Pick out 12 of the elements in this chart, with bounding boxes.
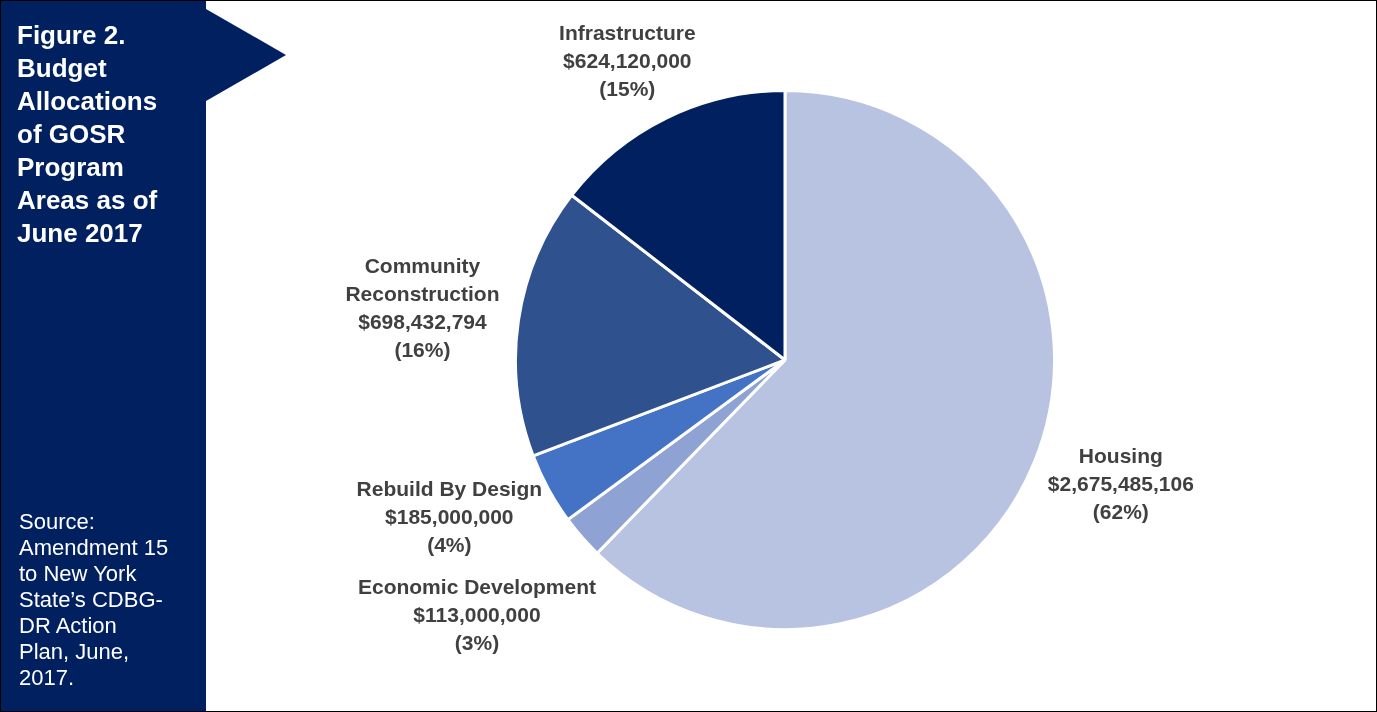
- slice-label: Economic Development: [357, 575, 597, 599]
- slice-label: Housing: [1078, 443, 1163, 467]
- data-label: $185,000,000 (4%): [385, 505, 514, 557]
- text: Figure 2. Budget Allocations of GOSR Program Areas as of June 2017: [17, 19, 159, 250]
- data-label: $2,675,485,106 (62%): [1047, 471, 1194, 523]
- slice-label: Community Reconstruction: [345, 254, 500, 306]
- slice-label: Rebuild By Design: [356, 477, 543, 501]
- slice-label: Infrastructure: [559, 21, 696, 45]
- data-label: $113,000,000 (3%): [413, 603, 541, 655]
- source-note: Source: Amendment 15 to New York State’s CDBG-DR Action Plan, June, 2017.: [19, 509, 169, 691]
- data-label: $624,120,000 (15%): [563, 49, 692, 101]
- data-label: $698,432,794 (16%): [358, 310, 488, 362]
